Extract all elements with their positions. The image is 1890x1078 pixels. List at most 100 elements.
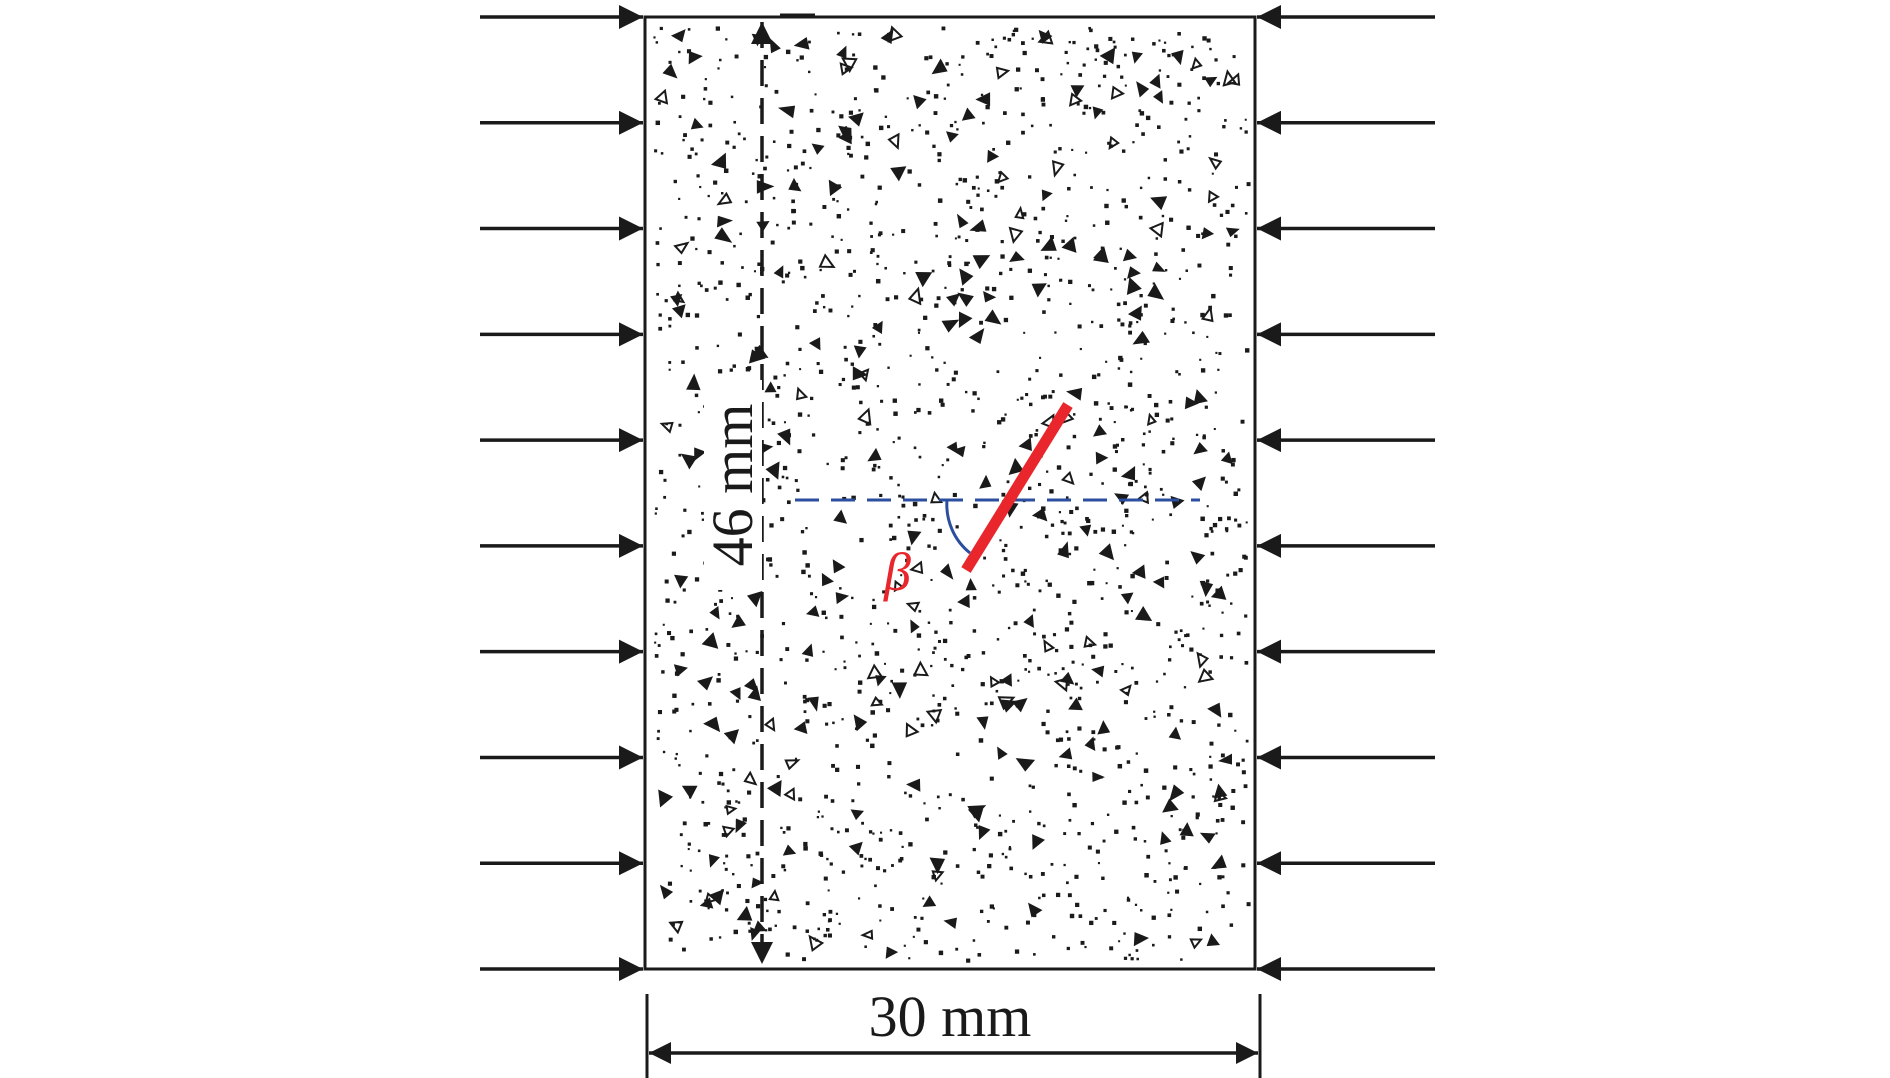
speckle-dot [667, 631, 672, 636]
speckle-dot [689, 869, 692, 872]
speckle-dot [865, 141, 871, 147]
speckle-dot [709, 937, 713, 941]
speckle-dot [657, 729, 660, 733]
speckle-dot [1041, 395, 1045, 400]
grain-particle [723, 729, 739, 745]
speckle-dot [718, 280, 723, 285]
speckle-dot [805, 698, 810, 703]
speckle-dot [1004, 855, 1008, 859]
speckle-dot [1066, 881, 1069, 885]
speckle-dot [674, 757, 677, 760]
speckle-dot [1061, 531, 1065, 535]
speckle-dot [1171, 307, 1175, 311]
speckle-dot [678, 764, 681, 767]
speckle-dot [1227, 516, 1231, 521]
grain-particle [716, 215, 734, 228]
speckle-dot [978, 738, 984, 743]
speckle-dot [1019, 525, 1023, 529]
speckle-dot [1228, 313, 1232, 318]
grain-particle [1207, 189, 1220, 204]
speckle-dot [797, 449, 802, 454]
speckle-dot [684, 215, 688, 219]
speckle-dot [875, 866, 880, 871]
speckle-dot [887, 366, 890, 369]
grain-particle [871, 320, 883, 335]
grain-particle [943, 917, 957, 929]
speckle-dot [856, 782, 861, 786]
speckle-dot [1220, 476, 1225, 481]
speckle-dot [785, 647, 790, 652]
speckle-dot [1000, 254, 1005, 259]
speckle-dot [803, 699, 807, 704]
speckle-dot [1195, 816, 1199, 820]
grain-particle [753, 920, 768, 932]
speckle-dot [847, 314, 850, 318]
speckle-dot [1120, 322, 1125, 327]
speckle-dot [1224, 119, 1227, 122]
speckle-dot [1179, 719, 1184, 723]
speckle-dot [1044, 534, 1049, 539]
speckle-dot [858, 339, 863, 344]
speckle-dot [1217, 368, 1220, 371]
speckle-dot [663, 478, 667, 482]
grain-particle [1018, 437, 1032, 452]
speckle-dot [918, 455, 922, 459]
grain-particle [694, 447, 707, 462]
speckle-dot [1024, 668, 1027, 671]
speckle-dot [808, 70, 811, 74]
speckle-dot [725, 298, 729, 301]
speckle-dot [680, 864, 683, 868]
speckle-dot [1107, 402, 1110, 405]
speckle-dot [1123, 956, 1128, 960]
speckle-dot [1184, 321, 1187, 324]
speckle-dot [973, 503, 978, 509]
speckle-dot [1205, 910, 1209, 914]
speckle-dot [1021, 112, 1025, 117]
speckle-dot [769, 523, 774, 528]
grain-particle [866, 663, 884, 680]
speckle-dot [1125, 513, 1129, 518]
speckle-dot [1147, 393, 1152, 398]
speckle-dot [732, 364, 736, 368]
grain-particle [673, 241, 690, 255]
grain-particle [941, 319, 960, 333]
speckle-dot [809, 592, 814, 596]
speckle-dot [746, 854, 751, 859]
speckle-dot [764, 84, 768, 88]
speckle-dot [704, 78, 707, 81]
grain-particle [1218, 753, 1232, 765]
speckle-dot [871, 604, 877, 610]
grain-particle [714, 227, 733, 243]
speckle-dot [1041, 893, 1046, 898]
speckle-dot [937, 639, 941, 643]
speckle-dot [879, 919, 882, 922]
speckle-dot [785, 476, 789, 480]
grain-particle [1196, 651, 1210, 669]
speckle-dot [1100, 527, 1106, 532]
specimen-outline [643, 15, 1257, 971]
speckle-dot [1172, 437, 1175, 441]
speckle-dot [1139, 909, 1143, 912]
speckle-dot [878, 342, 882, 346]
speckle-dot [1095, 849, 1100, 854]
speckle-dot [779, 658, 783, 662]
speckle-dot [857, 689, 862, 694]
speckle-dot [1121, 524, 1124, 527]
speckle-dot [787, 143, 792, 149]
width-dimension-label: 30 mm [869, 984, 1032, 1049]
speckle-dot [1112, 920, 1117, 925]
speckle-dot [1122, 800, 1127, 805]
speckle-dot [925, 817, 929, 822]
height-label-bg [704, 380, 762, 590]
speckle-dot [942, 638, 948, 644]
speckle-dot [955, 947, 959, 951]
speckle-dot [671, 551, 677, 556]
speckle-dot [704, 288, 709, 292]
speckle-dot [943, 97, 947, 100]
grain-particle [709, 606, 720, 620]
speckle-dot [802, 149, 807, 154]
speckle-dot [1215, 818, 1220, 823]
speckle-dot [1134, 479, 1138, 483]
speckle-dot [870, 743, 875, 749]
speckle-dot [889, 829, 893, 832]
